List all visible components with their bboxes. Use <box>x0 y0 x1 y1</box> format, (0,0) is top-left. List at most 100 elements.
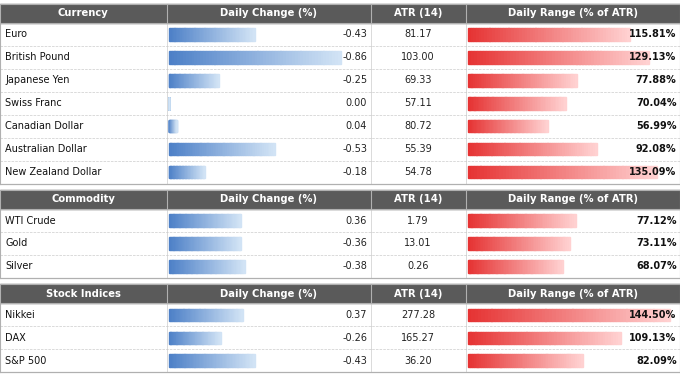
Bar <box>186 214 187 227</box>
Bar <box>468 332 471 344</box>
Bar <box>215 332 216 344</box>
Bar <box>573 309 576 321</box>
Bar <box>483 143 485 155</box>
Bar <box>532 143 534 155</box>
Bar <box>643 51 646 64</box>
Bar <box>224 143 225 155</box>
Bar <box>501 332 504 344</box>
Bar <box>468 28 471 41</box>
Text: 129.13%: 129.13% <box>630 52 677 62</box>
Bar <box>169 309 170 321</box>
Bar <box>208 237 209 250</box>
Bar <box>240 309 241 321</box>
Bar <box>606 28 609 41</box>
Bar <box>562 214 564 227</box>
Bar <box>560 260 562 273</box>
Bar <box>249 51 252 64</box>
Text: 77.12%: 77.12% <box>636 215 677 226</box>
Bar <box>569 143 571 155</box>
Bar <box>539 309 542 321</box>
Bar <box>212 332 213 344</box>
Bar <box>207 237 208 250</box>
Bar <box>475 74 477 86</box>
Bar <box>181 166 182 178</box>
Bar <box>180 74 182 86</box>
Bar <box>568 28 571 41</box>
Bar <box>213 355 215 367</box>
Bar <box>182 332 183 344</box>
Bar <box>632 166 635 178</box>
Bar <box>183 51 186 64</box>
Bar <box>481 143 483 155</box>
Bar <box>192 355 193 367</box>
Text: 77.88%: 77.88% <box>636 75 677 85</box>
Bar <box>329 51 332 64</box>
Bar <box>524 74 526 86</box>
Bar <box>174 332 175 344</box>
Bar <box>186 51 189 64</box>
Bar <box>493 260 495 273</box>
Bar <box>511 97 512 109</box>
Bar <box>647 309 650 321</box>
Bar <box>527 97 528 109</box>
Bar <box>532 97 533 109</box>
Bar <box>0 190 680 209</box>
Bar <box>171 332 172 344</box>
Bar <box>179 309 180 321</box>
Bar <box>231 355 232 367</box>
Bar <box>522 120 524 132</box>
Bar <box>173 237 175 250</box>
Bar <box>481 214 482 227</box>
Bar <box>524 97 525 109</box>
Bar <box>169 51 171 64</box>
Bar <box>171 237 172 250</box>
Bar <box>527 28 530 41</box>
Bar <box>475 355 477 367</box>
Bar <box>514 260 515 273</box>
Bar <box>485 355 487 367</box>
Bar <box>203 74 205 86</box>
Bar <box>471 332 473 344</box>
Bar <box>197 237 198 250</box>
Bar <box>478 309 481 321</box>
Bar <box>209 28 210 41</box>
Bar <box>257 143 259 155</box>
Bar <box>238 237 239 250</box>
Bar <box>472 355 474 367</box>
Bar <box>530 260 532 273</box>
Bar <box>543 143 545 155</box>
Bar <box>186 355 188 367</box>
Bar <box>194 28 196 41</box>
Bar <box>273 143 275 155</box>
Bar <box>243 355 245 367</box>
Bar <box>502 214 504 227</box>
Bar <box>537 166 541 178</box>
Bar <box>522 355 524 367</box>
Bar <box>557 74 559 86</box>
Bar <box>509 332 511 344</box>
Bar <box>201 332 202 344</box>
Bar <box>193 143 195 155</box>
Bar <box>207 214 208 227</box>
Bar <box>169 166 170 178</box>
Bar <box>306 51 309 64</box>
Bar <box>508 74 510 86</box>
Bar <box>236 260 237 273</box>
Bar <box>286 51 289 64</box>
Bar <box>487 28 490 41</box>
Bar <box>473 237 475 250</box>
Bar <box>634 51 636 64</box>
Bar <box>471 237 473 250</box>
Bar <box>477 51 480 64</box>
Bar <box>517 28 520 41</box>
Bar <box>503 355 505 367</box>
Bar <box>183 28 184 41</box>
Bar <box>552 309 556 321</box>
Bar <box>657 309 660 321</box>
Bar <box>170 237 171 250</box>
Bar <box>573 332 575 344</box>
Bar <box>200 332 201 344</box>
Bar <box>232 355 233 367</box>
Bar <box>494 237 495 250</box>
Bar <box>623 309 626 321</box>
